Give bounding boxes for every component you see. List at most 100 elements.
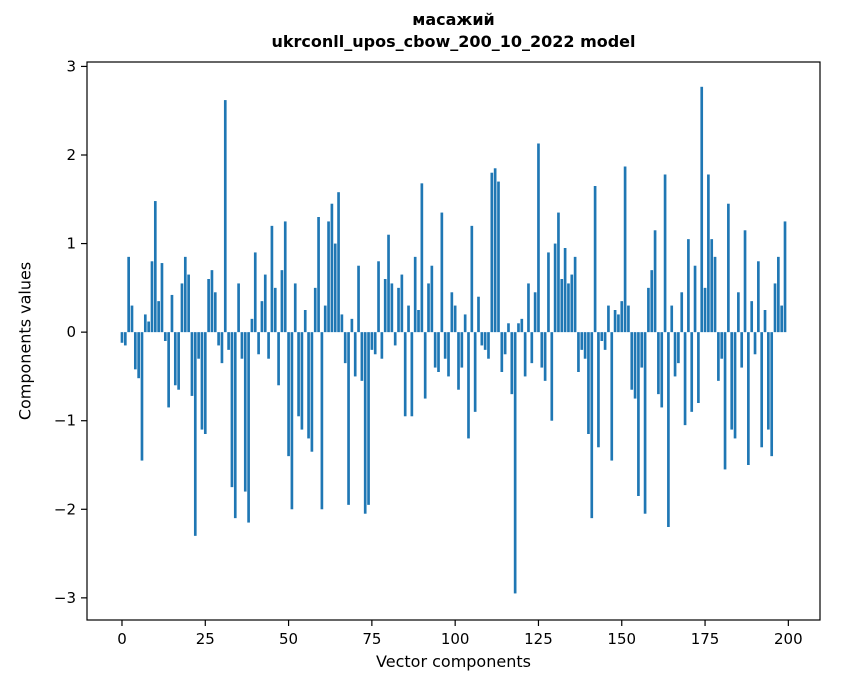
bar	[507, 323, 510, 333]
x-tick-label: 25	[196, 630, 215, 648]
bar	[760, 332, 764, 448]
bar	[460, 332, 464, 368]
bar	[387, 234, 390, 333]
bar	[430, 265, 434, 333]
y-tick-label: 3	[66, 57, 76, 75]
bar	[667, 332, 670, 527]
bar	[540, 332, 544, 368]
bar	[183, 256, 187, 333]
bar	[437, 332, 440, 372]
y-tick-label: −1	[54, 412, 76, 430]
bar	[197, 332, 200, 359]
bar	[227, 332, 230, 350]
bar	[450, 292, 454, 333]
bar	[127, 256, 130, 333]
bar	[553, 243, 557, 333]
bar	[690, 332, 694, 412]
bar	[697, 332, 700, 403]
bar	[573, 256, 577, 333]
bar	[677, 332, 680, 364]
bar	[383, 279, 387, 333]
bar	[403, 332, 407, 417]
bar	[713, 256, 717, 333]
bar	[570, 274, 574, 333]
bar	[307, 332, 310, 439]
bar	[650, 270, 654, 333]
bar	[187, 274, 190, 333]
bar	[493, 168, 497, 333]
bar	[630, 332, 634, 390]
bar	[443, 332, 447, 359]
bar	[180, 283, 184, 333]
bar	[737, 292, 740, 333]
y-axis-label: Components values	[15, 261, 35, 421]
bar	[693, 265, 697, 333]
bar	[670, 305, 674, 333]
bar	[157, 301, 160, 333]
bar	[703, 287, 707, 333]
bar	[453, 305, 457, 333]
bar	[480, 332, 484, 346]
bar	[173, 332, 177, 386]
bar	[300, 332, 304, 430]
x-tick-label: 50	[279, 630, 298, 648]
bar	[417, 310, 420, 333]
bar	[333, 243, 337, 333]
bar	[757, 261, 760, 333]
chart-title-word: масажий	[412, 10, 495, 29]
bar	[723, 332, 727, 470]
bar	[290, 332, 294, 510]
bar	[687, 239, 690, 333]
bar	[457, 332, 460, 390]
bar	[393, 332, 397, 346]
bar	[647, 287, 650, 333]
bar	[463, 314, 467, 333]
bar	[163, 332, 167, 341]
bar	[407, 305, 410, 333]
bar	[567, 283, 570, 333]
bar	[620, 301, 624, 333]
bar	[400, 274, 404, 333]
bar	[233, 332, 237, 519]
bar	[593, 186, 597, 333]
bar	[583, 332, 587, 359]
bar	[250, 318, 254, 333]
bar	[783, 221, 787, 333]
bar	[317, 217, 320, 333]
x-tick-label: 125	[524, 630, 553, 648]
bar	[433, 332, 437, 368]
bar	[147, 321, 150, 333]
bar	[143, 314, 147, 333]
bar	[473, 332, 477, 412]
bar	[380, 332, 384, 359]
bar	[547, 252, 550, 333]
bar	[323, 305, 327, 333]
bar	[330, 203, 334, 333]
chart-title: масажий ukrconll_upos_cbow_200_10_2022 m…	[87, 9, 820, 54]
bar	[397, 287, 400, 333]
bar	[730, 332, 734, 430]
bar	[637, 332, 640, 496]
bar	[253, 252, 257, 333]
bar	[257, 332, 260, 355]
bar	[773, 283, 777, 333]
bar	[223, 100, 227, 333]
bar	[497, 181, 500, 333]
bar	[203, 332, 207, 434]
bar	[727, 203, 730, 333]
bar	[627, 305, 630, 333]
bar	[763, 310, 767, 333]
bar	[287, 332, 290, 457]
x-axis-label: Vector components	[376, 652, 531, 671]
bar	[310, 332, 314, 452]
bar	[617, 314, 620, 333]
chart-title-model: ukrconll_upos_cbow_200_10_2022 model	[271, 32, 636, 52]
bar	[557, 212, 560, 333]
bar	[427, 283, 430, 333]
bar	[270, 225, 274, 333]
axes-spines	[86, 61, 821, 621]
bar	[177, 332, 180, 390]
bar	[577, 332, 580, 372]
bar	[740, 332, 744, 368]
